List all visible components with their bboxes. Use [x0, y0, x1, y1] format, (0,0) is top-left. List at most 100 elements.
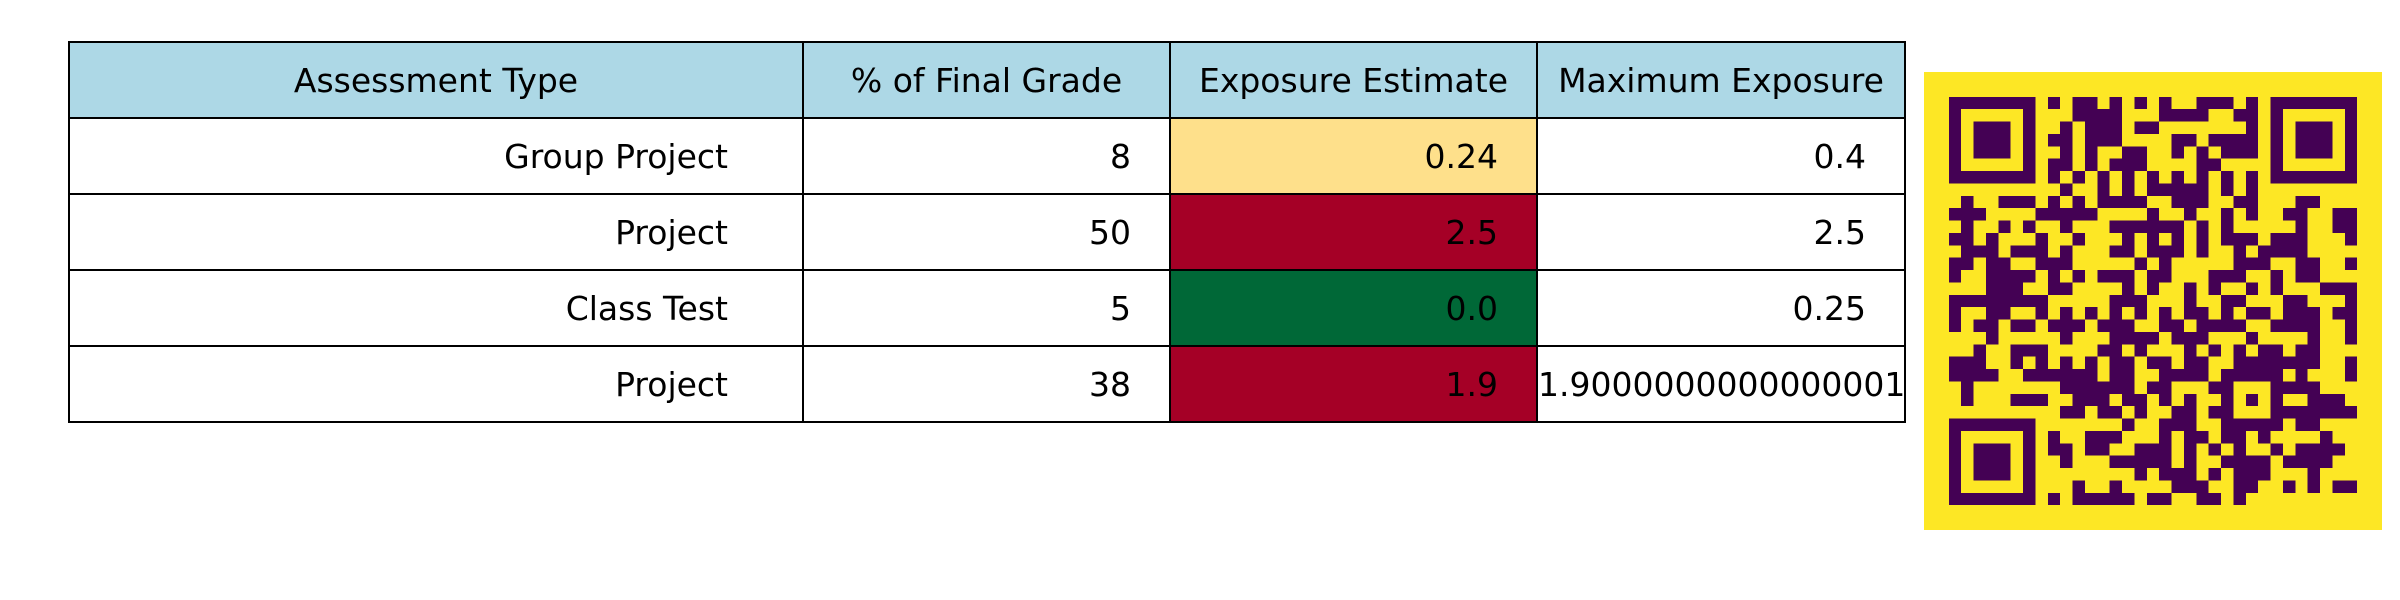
qr-module	[2146, 232, 2160, 246]
qr-module	[2084, 133, 2098, 147]
qr-module	[2072, 319, 2085, 332]
qr-module	[1985, 133, 1999, 147]
qr-module	[2221, 418, 2234, 431]
qr-module	[2010, 492, 2024, 506]
qr-module	[2183, 455, 2197, 469]
qr-module	[2270, 282, 2283, 295]
qr-module	[2320, 393, 2333, 407]
qr-module	[2084, 443, 2098, 456]
qr-module	[2183, 208, 2197, 221]
qr-module	[2233, 319, 2246, 332]
qr-module	[2258, 245, 2271, 258]
qr-module	[2122, 381, 2135, 394]
qr-module	[2097, 406, 2110, 419]
qr-module	[2320, 146, 2333, 159]
qr-module	[2109, 430, 2123, 444]
qr-module	[1961, 171, 1974, 184]
qr-module	[2023, 96, 2036, 110]
qr-module	[2196, 96, 2209, 110]
qr-module	[2171, 319, 2184, 332]
qr-module	[1985, 294, 1999, 308]
qr-module	[2344, 232, 2358, 246]
qr-module	[2122, 418, 2135, 431]
cell-percent-final-grade: 5	[802, 269, 1171, 347]
qr-module	[2109, 369, 2123, 382]
qr-module	[1998, 455, 2011, 469]
qr-module	[2221, 220, 2234, 233]
qr-module	[1948, 257, 1962, 271]
qr-module	[2072, 480, 2085, 493]
qr-module	[2332, 208, 2345, 221]
qr-module	[2344, 96, 2358, 110]
table-row: Group Project 8 0.24 0.4	[68, 117, 1906, 195]
qr-module	[1948, 270, 1962, 283]
qr-module	[2282, 232, 2296, 246]
qr-module	[2134, 96, 2147, 110]
qr-module	[2183, 331, 2197, 345]
qr-module	[2295, 344, 2308, 357]
qr-module	[2282, 406, 2296, 419]
cell-assessment-type: Class Test	[68, 269, 804, 347]
qr-module	[1998, 133, 2011, 147]
qr-module	[2084, 492, 2098, 506]
qr-module	[1998, 294, 2011, 308]
qr-module	[2109, 109, 2123, 122]
qr-module	[2060, 208, 2073, 221]
qr-module	[2171, 480, 2184, 493]
qr-module	[2072, 195, 2085, 209]
qr-module	[2270, 270, 2283, 283]
qr-module	[2245, 96, 2259, 110]
qr-module	[2245, 121, 2259, 134]
qr-module	[2109, 220, 2123, 233]
qr-module	[1998, 307, 2011, 320]
qr-module	[1985, 282, 1999, 295]
qr-module	[2134, 307, 2147, 320]
qr-module	[2233, 270, 2246, 283]
qr-module	[2245, 480, 2259, 493]
qr-module	[2307, 96, 2321, 110]
qr-module	[1998, 121, 2011, 134]
qr-module	[2258, 468, 2271, 481]
qr-module	[2196, 109, 2209, 122]
qr-module	[2295, 133, 2308, 147]
qr-module	[2270, 443, 2283, 456]
qr-module	[1985, 245, 1999, 258]
qr-module	[2307, 307, 2321, 320]
qr-module	[2060, 183, 2073, 196]
qr-module	[2196, 430, 2209, 444]
cell-assessment-type: Project	[68, 193, 804, 271]
qr-module	[2196, 195, 2209, 209]
qr-module	[2245, 146, 2259, 159]
qr-module	[1961, 369, 1974, 382]
table-row: Project 38 1.9 1.9000000000000001	[68, 345, 1906, 423]
qr-module	[2344, 121, 2358, 134]
qr-module	[2122, 270, 2135, 283]
qr-module	[2332, 307, 2345, 320]
qr-module	[2208, 406, 2222, 419]
qr-module	[2233, 109, 2246, 122]
qr-module	[2159, 96, 2172, 110]
header-percent-final-grade: % of Final Grade	[802, 41, 1171, 119]
qr-module	[2146, 455, 2160, 469]
qr-module	[1998, 492, 2011, 506]
qr-module	[2320, 406, 2333, 419]
qr-module	[2295, 406, 2308, 419]
qr-module	[2010, 356, 2024, 370]
qr-module	[2023, 220, 2036, 233]
qr-module	[2270, 418, 2283, 431]
qr-module	[2134, 455, 2147, 469]
qr-module	[2344, 319, 2358, 332]
qr-module	[2072, 171, 2085, 184]
qr-module	[2282, 96, 2296, 110]
qr-module	[2109, 406, 2123, 419]
qr-module	[2282, 307, 2296, 320]
qr-module	[2344, 220, 2358, 233]
qr-module	[2295, 171, 2308, 184]
qr-module	[1998, 96, 2011, 110]
qr-module	[1973, 418, 1986, 431]
qr-module	[1985, 270, 1999, 283]
qr-module	[2010, 344, 2024, 357]
qr-module	[1973, 492, 1986, 506]
qr-module	[2295, 418, 2308, 431]
qr-module	[2146, 208, 2160, 221]
